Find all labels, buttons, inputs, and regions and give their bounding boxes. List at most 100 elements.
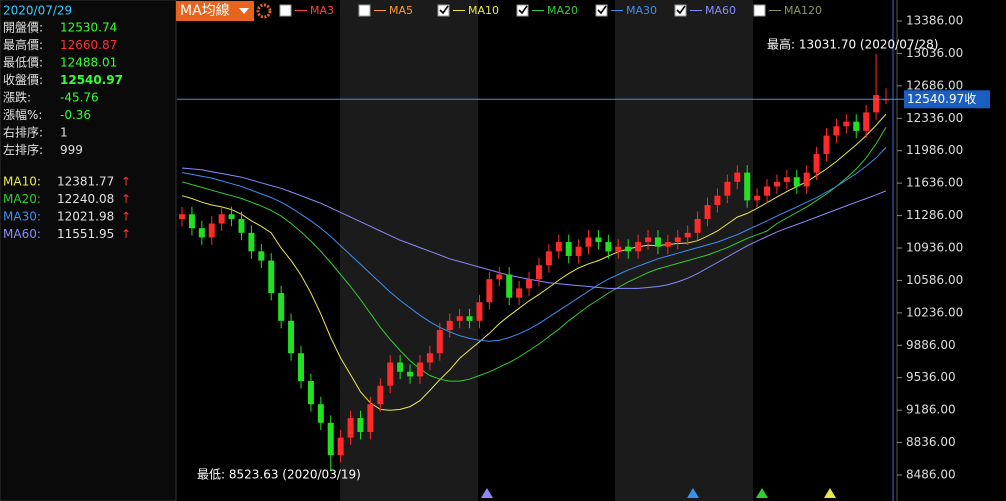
check — [597, 5, 607, 15]
gear-icon[interactable] — [256, 3, 272, 19]
candle-body — [754, 195, 761, 201]
candle-body — [397, 362, 404, 372]
checkbox[interactable] — [753, 4, 766, 17]
panel-date: 2020/07/29 — [3, 4, 72, 18]
y-tick-label: 10936.00 — [906, 241, 963, 255]
candle-body — [377, 385, 384, 405]
candle-body — [625, 246, 632, 252]
marker — [756, 488, 768, 498]
candle-body — [555, 242, 562, 252]
candle-body — [654, 237, 661, 247]
candle-body — [664, 242, 671, 247]
candle-body — [317, 404, 324, 423]
ma-line — [181, 113, 887, 411]
candle-body — [585, 237, 592, 247]
candle-body — [179, 214, 185, 219]
candle-body — [258, 251, 265, 261]
candle-body — [863, 112, 870, 131]
panel-value: 12540.97 — [60, 73, 123, 87]
candle-body — [595, 237, 602, 243]
candle-body — [278, 293, 285, 321]
candle-body — [436, 330, 443, 354]
panel-label: 漲幅%: — [3, 107, 42, 122]
candle-body — [545, 251, 552, 266]
marker — [687, 488, 699, 498]
panel-label: 漲跌: — [3, 90, 31, 105]
panel-value: 12660.87 — [60, 38, 117, 52]
candle-body — [605, 242, 612, 252]
candle-body — [833, 126, 840, 136]
candle-body — [714, 195, 721, 206]
ma-line — [181, 126, 887, 382]
band — [340, 0, 478, 501]
candle-body — [783, 177, 790, 182]
ma-button[interactable] — [176, 1, 254, 21]
candle-body — [327, 422, 334, 456]
candle-body — [793, 177, 800, 187]
close-label-box — [904, 90, 990, 109]
panel-ma-label: MA60: — [3, 227, 41, 241]
candle-body — [446, 320, 453, 331]
legend-label: MA60 — [705, 4, 736, 17]
close-label: 12540.97收 — [907, 92, 976, 106]
candle-body — [734, 172, 741, 182]
checkbox[interactable] — [595, 4, 608, 17]
candle-body — [407, 371, 414, 377]
panel-label: 左排序: — [3, 142, 43, 157]
candle-body — [466, 316, 473, 321]
y-tick-label: 11636.00 — [906, 176, 963, 190]
y-tick-label: 9886.00 — [906, 338, 956, 352]
candle-body — [248, 232, 255, 252]
panel-label: 右排序: — [3, 125, 43, 140]
y-tick-label: 9536.00 — [906, 370, 956, 384]
candle-body — [208, 223, 215, 238]
checkbox[interactable] — [437, 4, 450, 17]
candle-body — [823, 135, 830, 155]
candle-body — [297, 353, 304, 382]
checkbox[interactable] — [358, 4, 371, 17]
candle-body — [764, 186, 771, 196]
ma-line — [181, 147, 887, 342]
checkbox[interactable] — [674, 4, 687, 17]
candle-body — [615, 246, 622, 252]
y-tick-label: 13036.00 — [906, 46, 963, 60]
candle-body — [188, 214, 195, 229]
y-tick-label: 8836.00 — [906, 435, 956, 449]
checkbox[interactable] — [279, 4, 292, 17]
candle-body — [426, 353, 433, 363]
panel-value: -45.76 — [60, 91, 99, 105]
y-tick-label: 11986.00 — [906, 143, 963, 157]
candle-body — [456, 316, 463, 321]
panel-ma-label: MA10: — [3, 175, 41, 189]
candle-body — [198, 228, 205, 238]
candle-body — [635, 242, 642, 252]
candle-body — [803, 172, 810, 187]
y-tick-label: 9186.00 — [906, 403, 956, 417]
panel-label: 開盤價: — [3, 21, 43, 35]
panel-label: 最高價: — [3, 37, 43, 52]
panel-value: 12530.74 — [60, 21, 117, 35]
candle-body — [674, 237, 681, 243]
candle-body — [744, 172, 751, 201]
candle-body — [873, 95, 880, 113]
candle-body — [575, 246, 582, 256]
panel-value: 12488.01 — [60, 56, 117, 70]
candle-body — [288, 320, 295, 354]
legend-label: MA120 — [784, 4, 822, 17]
candle-body — [228, 214, 235, 219]
panel-value: -0.36 — [60, 108, 91, 122]
candle-body — [486, 279, 493, 303]
candle-body — [704, 205, 711, 219]
ma-button-label: MA均線 — [180, 3, 230, 19]
y-tick-label: 8486.00 — [906, 468, 956, 482]
candle-body — [853, 121, 860, 131]
y-tick-label: 10236.00 — [906, 305, 963, 319]
candle-body — [367, 404, 374, 433]
candle-body — [347, 418, 354, 438]
band — [753, 0, 897, 501]
checkbox[interactable] — [516, 4, 529, 17]
candle-body — [337, 437, 344, 456]
low-note: 最低: 8523.63 (2020/03/19) — [197, 468, 361, 482]
y-tick-label: 10586.00 — [906, 273, 963, 287]
legend-label: MA30 — [626, 4, 657, 17]
